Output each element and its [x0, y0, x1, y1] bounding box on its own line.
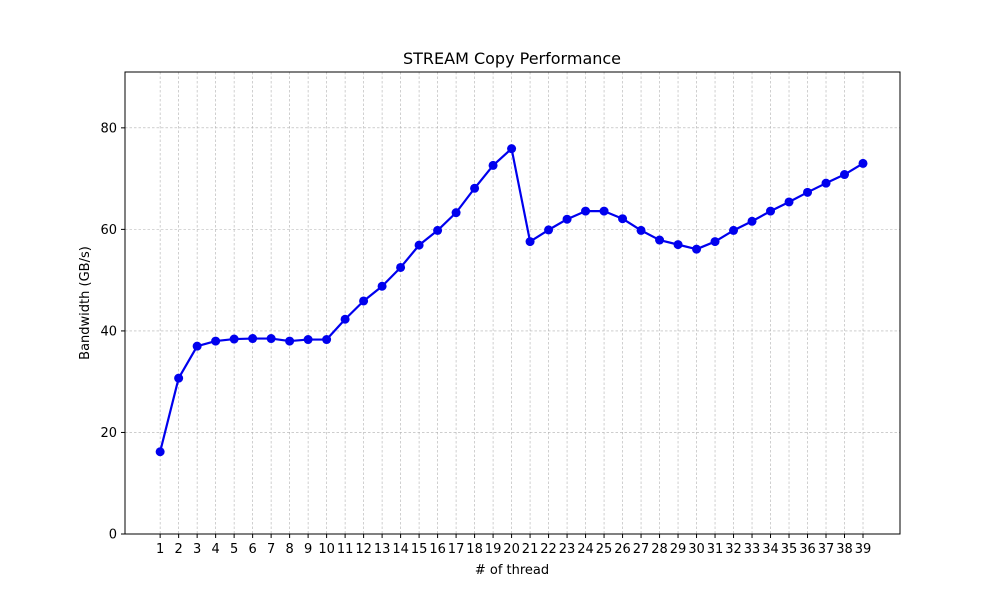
x-tick-label: 11 — [337, 542, 354, 557]
x-tick-label: 1 — [156, 542, 164, 557]
data-point — [821, 178, 831, 188]
x-tick-label: 29 — [670, 542, 687, 557]
x-tick-label: 31 — [707, 542, 724, 557]
y-tick-label: 80 — [100, 121, 117, 136]
x-tick-label: 34 — [762, 542, 779, 557]
x-tick-label: 8 — [285, 542, 293, 557]
chart-title: STREAM Copy Performance — [403, 49, 621, 68]
x-tick-label: 24 — [577, 542, 594, 557]
x-tick-label: 4 — [211, 542, 219, 557]
x-tick-label: 30 — [688, 542, 705, 557]
x-tick-label: 18 — [466, 542, 483, 557]
x-tick-label: 14 — [392, 542, 409, 557]
x-tick-label: 9 — [304, 542, 312, 557]
x-tick-label: 12 — [355, 542, 372, 557]
data-point — [655, 235, 665, 245]
y-axis: 0 20 40 60 80 — [100, 121, 125, 543]
data-point — [840, 170, 850, 180]
y-axis-label: Bandwidth (GB/s) — [78, 246, 93, 360]
data-point — [581, 206, 591, 216]
x-tick-label: 28 — [651, 542, 668, 557]
y-tick-label: 40 — [100, 324, 117, 339]
data-point — [525, 237, 535, 247]
x-tick-label: 35 — [781, 542, 798, 557]
data-point — [192, 341, 202, 351]
x-tick-label: 38 — [836, 542, 853, 557]
data-point — [692, 244, 702, 254]
x-tick-label: 13 — [374, 542, 391, 557]
data-point — [710, 237, 720, 247]
x-tick-label: 15 — [411, 542, 428, 557]
data-point — [285, 336, 295, 346]
x-tick-label: 16 — [429, 542, 446, 557]
x-tick-label: 21 — [522, 542, 539, 557]
y-tick-label: 0 — [109, 528, 117, 543]
data-point — [618, 214, 628, 224]
x-tick-label: 22 — [540, 542, 557, 557]
data-point — [507, 144, 517, 154]
x-tick-label: 25 — [596, 542, 613, 557]
grid — [125, 72, 900, 535]
data-point — [303, 335, 313, 345]
data-point — [433, 225, 443, 235]
data-point — [729, 225, 739, 235]
x-tick-label: 20 — [503, 542, 520, 557]
data-point — [636, 225, 646, 235]
data-point — [803, 187, 813, 197]
data-point — [229, 334, 239, 344]
data-point — [544, 225, 554, 235]
data-point — [211, 336, 221, 346]
x-axis-label: # of thread — [475, 563, 549, 578]
y-tick-label: 60 — [100, 223, 117, 238]
x-tick-label: 33 — [744, 542, 761, 557]
x-tick-label: 39 — [855, 542, 872, 557]
x-tick-label: 10 — [318, 542, 335, 557]
data-point — [470, 183, 480, 193]
data-point — [248, 334, 258, 344]
x-tick-label: 37 — [818, 542, 835, 557]
x-tick-label: 26 — [614, 542, 631, 557]
x-tick-label: 6 — [248, 542, 256, 557]
x-tick-label: 19 — [485, 542, 502, 557]
data-point — [784, 197, 794, 207]
data-point — [174, 373, 184, 383]
series-layer — [155, 144, 868, 457]
x-tick-label: 7 — [267, 542, 275, 557]
data-point — [266, 334, 276, 344]
data-point — [562, 214, 572, 224]
data-point — [396, 262, 406, 272]
x-tick-label: 17 — [448, 542, 465, 557]
x-tick-label: 23 — [559, 542, 576, 557]
data-point — [340, 314, 350, 324]
data-point — [673, 240, 683, 250]
data-point — [322, 335, 332, 345]
x-tick-label: 2 — [174, 542, 182, 557]
y-tick-label: 20 — [100, 426, 117, 441]
data-point — [359, 296, 369, 306]
data-point — [858, 158, 868, 168]
x-tick-label: 5 — [230, 542, 238, 557]
x-tick-label: 3 — [193, 542, 201, 557]
data-point — [599, 206, 609, 216]
data-point — [155, 447, 165, 457]
data-point — [766, 206, 776, 216]
x-axis: 1 2 3 4 5 6 7 8 9 10 11 12 13 14 15 16 17 18 19 20 21 22 23 24 2… — [156, 534, 871, 557]
plot-area — [124, 71, 901, 535]
x-tick-label: 36 — [799, 542, 816, 557]
x-tick-label: 27 — [633, 542, 650, 557]
data-point — [414, 240, 424, 250]
data-point — [451, 208, 461, 218]
data-point — [488, 160, 498, 170]
x-tick-label: 32 — [725, 542, 742, 557]
data-point — [377, 281, 387, 291]
data-point — [747, 216, 757, 226]
